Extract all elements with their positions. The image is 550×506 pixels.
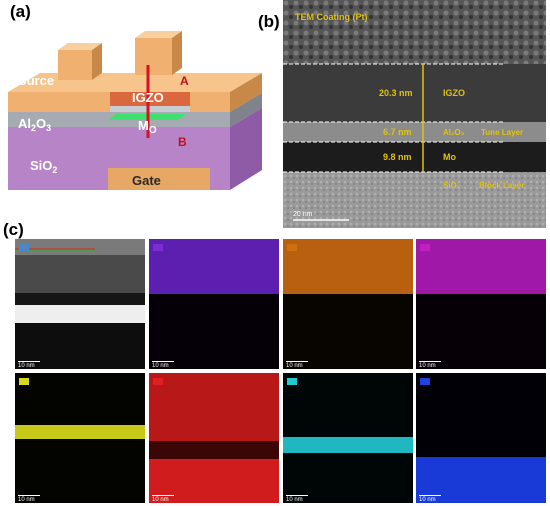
igzo-front xyxy=(110,88,190,106)
mo-label: MO xyxy=(138,118,157,136)
scale-bar xyxy=(419,495,441,496)
element-tag-al xyxy=(19,378,29,385)
al2o3-thickness: 6.7 nm xyxy=(383,127,412,137)
scale-bar xyxy=(152,495,174,496)
map-mo: 10 nm xyxy=(283,373,413,503)
element-tag-in xyxy=(153,244,163,251)
map-ga: 10 nm xyxy=(283,239,413,369)
sio2-tem-label: SiO₂ xyxy=(443,181,461,190)
igzo-region xyxy=(283,64,546,122)
scale-label: 10 nm xyxy=(286,497,303,503)
point-b-label: B xyxy=(178,135,187,149)
igzo-label: IGZO xyxy=(132,90,164,105)
sio2-side-face xyxy=(230,108,262,190)
element-tag-mo xyxy=(287,378,297,385)
scale-label: 10 nm xyxy=(286,363,303,369)
map-si: 10 nm xyxy=(416,373,546,503)
al2o3-label: Al2O3 xyxy=(18,116,51,133)
scale-label: 10 nm xyxy=(18,363,35,369)
coating-label: TEM Coating (Pt) xyxy=(295,12,368,22)
source-contact-side xyxy=(92,43,102,80)
sd-side xyxy=(230,73,262,112)
element-tag-zn xyxy=(420,244,430,251)
source-contact-top xyxy=(58,43,102,50)
scale-bar xyxy=(18,495,40,496)
pt-coating-region xyxy=(283,0,546,64)
tune-layer-label: Tune Layer xyxy=(481,128,523,137)
block-layer-label: Block Layer xyxy=(479,181,524,190)
tem-scale-label: 20 nm xyxy=(293,211,313,218)
panel-label-a: (a) xyxy=(10,2,31,21)
point-a-label: A xyxy=(180,74,189,88)
mo-region xyxy=(283,142,546,172)
drain-front xyxy=(190,92,230,112)
scale-label: 10 nm xyxy=(419,363,436,369)
igzo-tem-label: IGZO xyxy=(443,88,465,98)
map-al: 10 nm xyxy=(15,373,145,503)
panel-label-b: (b) xyxy=(258,12,280,31)
element-tag-si xyxy=(420,378,430,385)
scale-bar xyxy=(152,361,174,362)
scale-bar xyxy=(18,361,40,362)
drain-contact-side xyxy=(172,31,182,75)
source-contact-front xyxy=(58,50,92,80)
element-tag-haadf xyxy=(19,244,29,251)
drain-label: Drain xyxy=(206,58,239,73)
element-tag-o xyxy=(153,378,163,385)
element-tag-ga xyxy=(287,244,297,251)
scale-bar xyxy=(419,361,441,362)
al2o3-region xyxy=(283,122,546,142)
scale-bar xyxy=(286,361,308,362)
scale-label: 10 nm xyxy=(152,363,169,369)
sio2-label: SiO2 xyxy=(30,158,57,175)
al2o3-side-face xyxy=(230,93,262,127)
device-schematic: Source Drain IGZO Al2O3 MO SiO2 Gate A B xyxy=(8,31,262,190)
drain-contact-top xyxy=(135,31,182,38)
al2o3-tem-label: Al₂O₃ xyxy=(443,128,465,137)
gate-label: Gate xyxy=(132,173,161,188)
map-in: 10 nm xyxy=(149,239,279,369)
map-o: 10 nm xyxy=(149,373,279,503)
mo-thickness: 9.8 nm xyxy=(383,152,412,162)
sio2-region xyxy=(283,172,546,228)
scale-label: 10 nm xyxy=(152,497,169,503)
source-label: Source xyxy=(10,73,54,88)
scale-label: 10 nm xyxy=(18,497,35,503)
map-haadf: 10 nm xyxy=(15,239,145,369)
source-front xyxy=(8,92,110,112)
gate-block xyxy=(108,168,210,190)
igzo-thickness: 20.3 nm xyxy=(379,88,413,98)
mo-tem-label: Mo xyxy=(443,152,456,162)
panel-label-c: (c) xyxy=(3,220,24,239)
scale-label: 10 nm xyxy=(419,497,436,503)
tem-image: TEM Coating (Pt) 20.3 nm IGZO 6.7 nm Al₂… xyxy=(283,0,546,228)
map-zn: 10 nm xyxy=(416,239,546,369)
drain-contact-front xyxy=(135,38,172,75)
scale-bar xyxy=(286,495,308,496)
